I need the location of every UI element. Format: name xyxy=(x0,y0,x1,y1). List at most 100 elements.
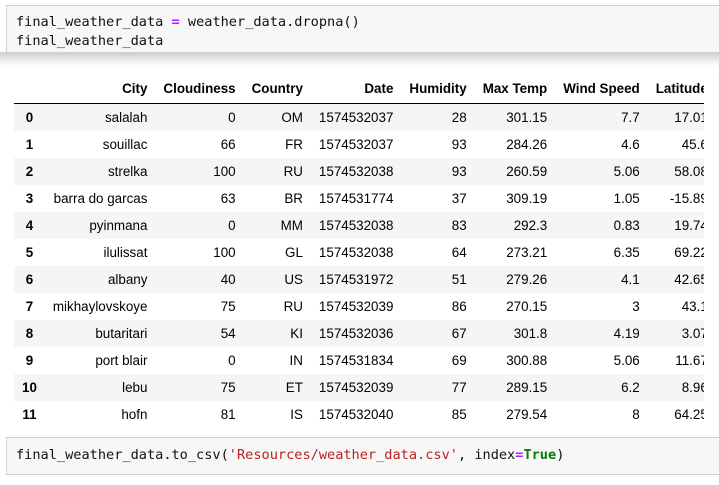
table-cell: 7.7 xyxy=(621,110,640,125)
row-index: 5 xyxy=(25,245,34,260)
table-cell: 5.06 xyxy=(613,164,640,179)
row-index: 2 xyxy=(25,164,34,179)
table-cell: 8 xyxy=(632,407,640,422)
table-cell: 1574532039 xyxy=(318,299,394,314)
dataframe-output: City Cloudiness Country Date Humidity Max Tem… xyxy=(14,74,704,424)
table-cell: 43.1 xyxy=(681,299,704,314)
table-cell: mikhaylovskoye xyxy=(52,299,148,314)
table-cell: 1574532037 xyxy=(318,110,394,125)
table-cell: 1574532037 xyxy=(318,137,394,152)
code-editor[interactable]: final_weather_data.to_csv('Resources/wea… xyxy=(7,438,719,465)
table-cell: 69.22 xyxy=(674,245,704,260)
table-cell: 93 xyxy=(451,164,467,179)
table-row: 8 butaritari 54 KI 1574532036 67 301.8 4.19 3.07 xyxy=(14,320,704,347)
row-index: 3 xyxy=(25,191,34,206)
table-cell: GL xyxy=(285,245,303,260)
column-header: Date xyxy=(310,74,402,104)
row-index: 1 xyxy=(25,137,34,152)
table-cell: 279.26 xyxy=(506,272,548,287)
table-cell: 86 xyxy=(451,299,467,314)
row-index: 7 xyxy=(25,299,34,314)
table-cell: KI xyxy=(290,326,303,341)
table-cell: 45.6 xyxy=(681,137,704,152)
table-cell: 260.59 xyxy=(506,164,548,179)
code-prefix: final_weather_data.to_csv( xyxy=(16,447,229,463)
table-cell: 301.8 xyxy=(513,326,548,341)
table-cell: 292.3 xyxy=(513,218,548,233)
table-cell: 37 xyxy=(451,191,467,206)
table-cell: 1574531834 xyxy=(318,353,394,368)
table-cell: 69 xyxy=(451,353,467,368)
table-row: 0 salalah 0 OM 1574532037 28 301.15 7.7 17.01 xyxy=(14,103,704,131)
table-cell: 64 xyxy=(451,245,467,260)
table-cell: 279.54 xyxy=(506,407,548,422)
code-cell-dropna[interactable]: final_weather_data = weather_data.dropna… xyxy=(6,5,719,55)
table-cell: RU xyxy=(283,164,303,179)
table-cell: 19.74 xyxy=(674,218,704,233)
table-cell: 1574532038 xyxy=(318,245,394,260)
table-cell: souillac xyxy=(102,137,148,152)
table-cell: 40 xyxy=(220,272,236,287)
table-cell: 17.01 xyxy=(674,110,704,125)
table-cell: IN xyxy=(289,353,303,368)
table-cell: 1574532040 xyxy=(318,407,394,422)
table-row: 10 lebu 75 ET 1574532039 77 289.15 6.2 8.96 xyxy=(14,374,704,401)
column-header: Latitude xyxy=(647,74,704,104)
table-cell: BR xyxy=(284,191,303,206)
table-cell: 284.26 xyxy=(506,137,548,152)
row-index: 9 xyxy=(25,353,34,368)
column-header: Cloudiness xyxy=(155,74,244,104)
table-cell: 4.19 xyxy=(613,326,640,341)
dataframe-table: City Cloudiness Country Date Humidity Max Tem… xyxy=(14,74,704,424)
table-cell: 0 xyxy=(228,218,236,233)
table-cell: 6.35 xyxy=(613,245,640,260)
table-cell: barra do garcas xyxy=(53,191,148,206)
table-cell: 273.21 xyxy=(506,245,548,260)
table-cell: strelka xyxy=(107,164,148,179)
table-row: 6 albany 40 US 1574531972 51 279.26 4.1 42.65 xyxy=(14,266,704,293)
table-cell: 83 xyxy=(451,218,467,233)
table-cell: 1574532036 xyxy=(318,326,394,341)
table-cell: 3 xyxy=(632,299,640,314)
column-header: Country xyxy=(243,74,311,104)
table-cell: 85 xyxy=(451,407,467,422)
table-cell: 301.15 xyxy=(506,110,548,125)
header-row: City Cloudiness Country Date Humidity Max Tem… xyxy=(14,74,704,104)
table-cell: pyinmana xyxy=(89,218,148,233)
table-cell: 100 xyxy=(213,164,236,179)
table-row: 5 ilulissat 100 GL 1574532038 64 273.21 6.35 69.… xyxy=(14,239,704,266)
column-header: City xyxy=(44,74,156,104)
table-cell: 270.15 xyxy=(506,299,548,314)
table-cell: 67 xyxy=(451,326,467,341)
code-string: 'Resources/weather_data.csv' xyxy=(228,447,458,463)
table-cell: 93 xyxy=(451,137,467,152)
table-cell: 0.83 xyxy=(613,218,640,233)
column-header: Wind Speed xyxy=(555,74,648,104)
table-cell: -15.89 xyxy=(669,191,704,206)
table-header: City Cloudiness Country Date Humidity Max Tem… xyxy=(14,74,704,104)
table-cell: port blair xyxy=(95,353,148,368)
table-cell: ilulissat xyxy=(103,245,148,260)
table-cell: FR xyxy=(285,137,303,152)
table-cell: salalah xyxy=(104,110,148,125)
row-index: 11 xyxy=(22,407,37,422)
table-cell: 1574532038 xyxy=(318,164,394,179)
table-cell: 42.65 xyxy=(674,272,704,287)
code-editor[interactable]: final_weather_data = weather_data.dropna… xyxy=(7,6,719,51)
table-row: 3 barra do garcas 63 BR 1574531774 37 309.19 1.… xyxy=(14,185,704,212)
table-cell: 4.6 xyxy=(621,137,640,152)
table-cell: 54 xyxy=(220,326,236,341)
code-call: weather_data.dropna() xyxy=(187,14,360,30)
table-cell: albany xyxy=(107,272,148,287)
table-cell: 63 xyxy=(220,191,236,206)
table-row: 2 strelka 100 RU 1574532038 93 260.59 5.06 58.08 xyxy=(14,158,704,185)
table-cell: 309.19 xyxy=(506,191,548,206)
table-cell: 1574532039 xyxy=(318,380,394,395)
table-cell: 5.06 xyxy=(613,353,640,368)
table-row: 7 mikhaylovskoye 75 RU 1574532039 86 270.15 3 43… xyxy=(14,293,704,320)
table-cell: 0 xyxy=(228,110,236,125)
table-cell: butaritari xyxy=(95,326,148,341)
table-cell: 1.05 xyxy=(613,191,640,206)
output-shadow xyxy=(0,52,719,66)
code-cell-to-csv[interactable]: final_weather_data.to_csv('Resources/wea… xyxy=(6,437,719,475)
